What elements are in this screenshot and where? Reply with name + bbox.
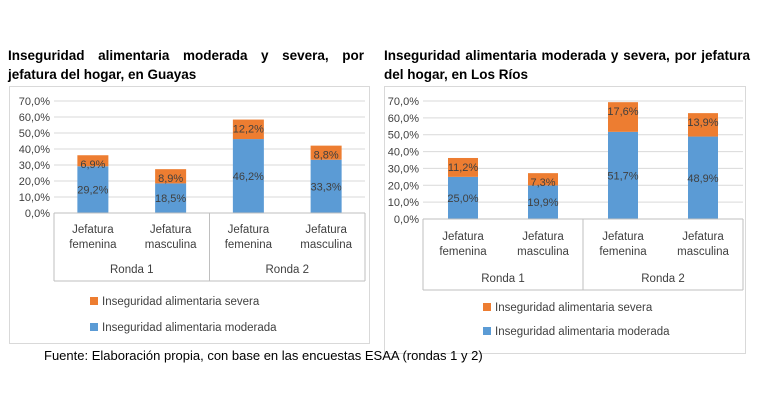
chart-title-los-rios: Inseguridad alimentaria moderada y sever…	[384, 48, 750, 82]
legend-label: Inseguridad alimentaria moderada	[495, 326, 670, 338]
category-label: Jefatura	[602, 231, 644, 243]
source-footnote: Fuente: Elaboración propia, con base en …	[44, 348, 483, 363]
category-label: masculina	[300, 239, 352, 251]
bar-severa	[155, 169, 187, 184]
data-label: 46,2%	[233, 171, 264, 183]
data-label: 8,9%	[158, 173, 183, 185]
data-label: 51,7%	[607, 170, 638, 182]
y-tick-label: 30,0%	[19, 160, 50, 172]
data-label: 18,5%	[155, 193, 186, 205]
data-label: 12,2%	[233, 124, 264, 136]
bar-severa	[232, 119, 264, 140]
data-label: 33,3%	[311, 181, 342, 193]
legend-swatch-severa	[483, 303, 491, 311]
bar-moderada	[77, 166, 109, 213]
bar-severa	[528, 173, 558, 186]
legend-swatch-severa	[90, 297, 98, 305]
category-label: masculina	[517, 246, 569, 258]
category-label: masculina	[677, 246, 729, 258]
legend-swatch-moderada	[90, 323, 98, 331]
bar-severa	[310, 145, 342, 160]
category-label: Jefatura	[682, 231, 724, 243]
y-tick-label: 60,0%	[388, 113, 419, 125]
chart-guayas-svg: 0,0% 10,0% 20,0% 30,0% 40,0% 50,0% 60,0% 70,0% 2…	[19, 96, 366, 334]
legend-label: Inseguridad alimentaria moderada	[102, 322, 277, 334]
legend-label: Inseguridad alimentaria severa	[495, 302, 653, 314]
category-label: Jefatura	[305, 224, 347, 236]
legend-swatch-moderada	[483, 327, 491, 335]
bar-severa	[448, 157, 478, 177]
chart-guayas: 0,0% 10,0% 20,0% 30,0% 40,0% 50,0% 60,0% 70,0% 2…	[9, 86, 370, 344]
y-tick-label: 40,0%	[388, 147, 419, 159]
bar-severa	[688, 113, 718, 137]
data-label: 25,0%	[447, 193, 478, 205]
y-tick-label: 30,0%	[388, 163, 419, 175]
data-label: 48,9%	[687, 173, 718, 185]
group-label: Ronda 2	[266, 264, 309, 276]
y-tick-label: 20,0%	[19, 176, 50, 188]
data-label: 11,2%	[448, 162, 479, 174]
chart-title-guayas: Inseguridad alimentaria moderada y sever…	[8, 48, 364, 82]
y-tick-label: 10,0%	[19, 192, 50, 204]
category-label: Jefatura	[442, 231, 484, 243]
chart-los-rios-svg: 0,0% 10,0% 20,0% 30,0% 40,0% 50,0% 60,0% 70,0% 2…	[388, 96, 744, 338]
y-tick-label: 40,0%	[19, 144, 50, 156]
group-label: Ronda 1	[481, 273, 524, 285]
bar-moderada	[688, 136, 718, 219]
category-label: Jefatura	[150, 224, 192, 236]
bar-moderada	[528, 185, 558, 219]
data-label: 13,9%	[687, 117, 718, 129]
data-label: 7,3%	[530, 177, 555, 189]
bar-severa	[77, 155, 109, 167]
category-label: femenina	[69, 239, 117, 251]
data-label: 6,9%	[80, 159, 105, 171]
bar-moderada	[448, 176, 478, 219]
bar-moderada	[608, 131, 638, 219]
data-label: 19,9%	[527, 197, 558, 209]
category-label: Jefatura	[72, 224, 114, 236]
data-label: 8,8%	[314, 150, 339, 162]
bar-severa	[608, 102, 638, 132]
data-label: 29,2%	[77, 185, 108, 197]
y-tick-label: 70,0%	[19, 96, 50, 108]
chart-los-rios: 0,0% 10,0% 20,0% 30,0% 40,0% 50,0% 60,0% 70,0% 2…	[384, 86, 746, 354]
y-tick-label: 0,0%	[25, 208, 50, 220]
group-label: Ronda 2	[641, 273, 684, 285]
category-label: femenina	[439, 246, 487, 258]
bar-moderada	[155, 183, 187, 213]
y-tick-label: 60,0%	[19, 112, 50, 124]
y-tick-label: 0,0%	[394, 214, 419, 226]
category-label: femenina	[599, 246, 647, 258]
y-tick-label: 10,0%	[388, 197, 419, 209]
category-label: Jefatura	[522, 231, 564, 243]
y-tick-label: 70,0%	[388, 96, 419, 108]
y-tick-label: 50,0%	[19, 128, 50, 140]
category-label: masculina	[145, 239, 197, 251]
category-label: femenina	[225, 239, 273, 251]
legend-label: Inseguridad alimentaria severa	[102, 296, 260, 308]
bar-moderada	[310, 159, 342, 213]
bar-moderada	[232, 139, 264, 213]
y-tick-label: 50,0%	[388, 130, 419, 142]
y-tick-label: 20,0%	[388, 180, 419, 192]
group-label: Ronda 1	[110, 264, 153, 276]
category-label: Jefatura	[228, 224, 270, 236]
data-label: 17,6%	[607, 106, 638, 118]
